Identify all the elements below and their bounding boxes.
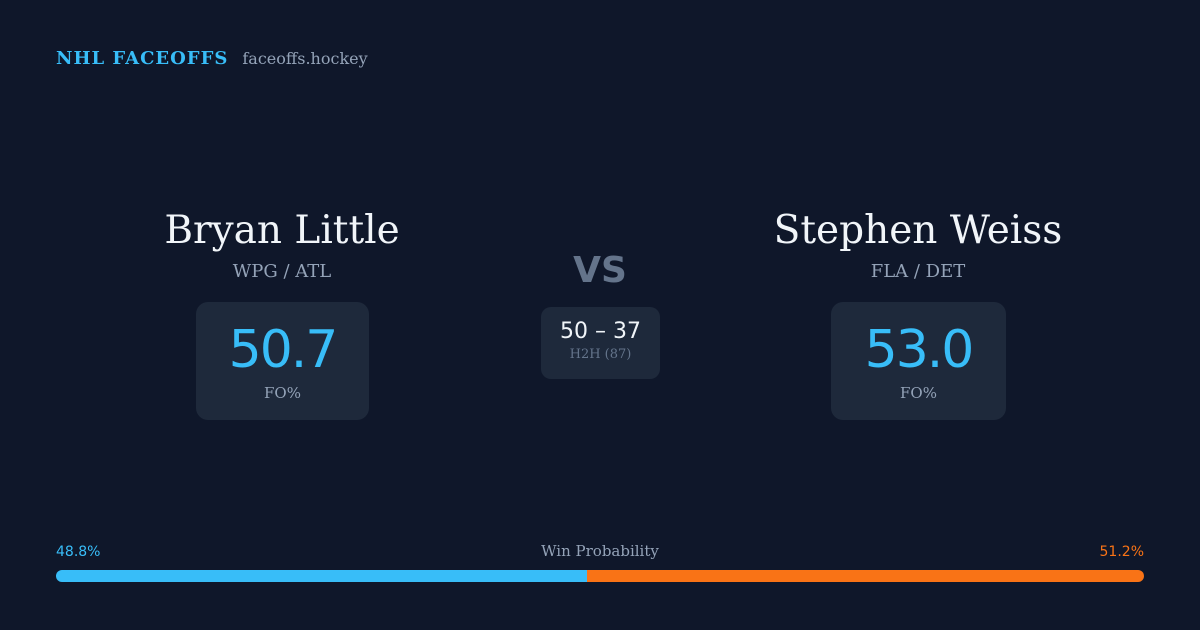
win-probability-left: 48.8% xyxy=(56,544,101,560)
player-left-fo-card: 50.7 FO% xyxy=(196,302,369,420)
win-probability-fill-left xyxy=(56,570,587,582)
player-right: Stephen Weiss FLA / DET xyxy=(748,205,1088,282)
player-left-fo-label: FO% xyxy=(264,384,301,402)
win-probability-bar xyxy=(56,570,1144,582)
win-probability-fill-right xyxy=(586,570,1144,582)
brand-url: faceoffs.hockey xyxy=(242,49,368,68)
player-right-name: Stephen Weiss xyxy=(773,208,1063,253)
brand-title: NHL FACEOFFS xyxy=(56,48,229,69)
h2h-score: 50 – 37 xyxy=(560,319,641,344)
win-probability-right: 51.2% xyxy=(1099,544,1144,560)
versus-label: VS xyxy=(573,250,627,291)
player-right-fo-value: 53.0 xyxy=(864,320,975,380)
player-right-fo-card: 53.0 FO% xyxy=(831,302,1006,420)
player-right-teams: FLA / DET xyxy=(870,261,966,282)
h2h-card: 50 – 37 H2H (87) xyxy=(541,307,660,379)
player-left-name: Bryan Little xyxy=(164,208,400,253)
h2h-label: H2H (87) xyxy=(569,347,632,362)
player-left-fo-value: 50.7 xyxy=(228,320,339,380)
player-left: Bryan Little WPG / ATL xyxy=(112,205,452,282)
win-probability-title: Win Probability xyxy=(541,542,659,560)
player-left-teams: WPG / ATL xyxy=(232,261,332,282)
brand-header: NHL FACEOFFS faceoffs.hockey xyxy=(56,48,368,69)
player-right-fo-label: FO% xyxy=(900,384,937,402)
win-probability-labels: 48.8% Win Probability 51.2% xyxy=(56,542,1144,560)
